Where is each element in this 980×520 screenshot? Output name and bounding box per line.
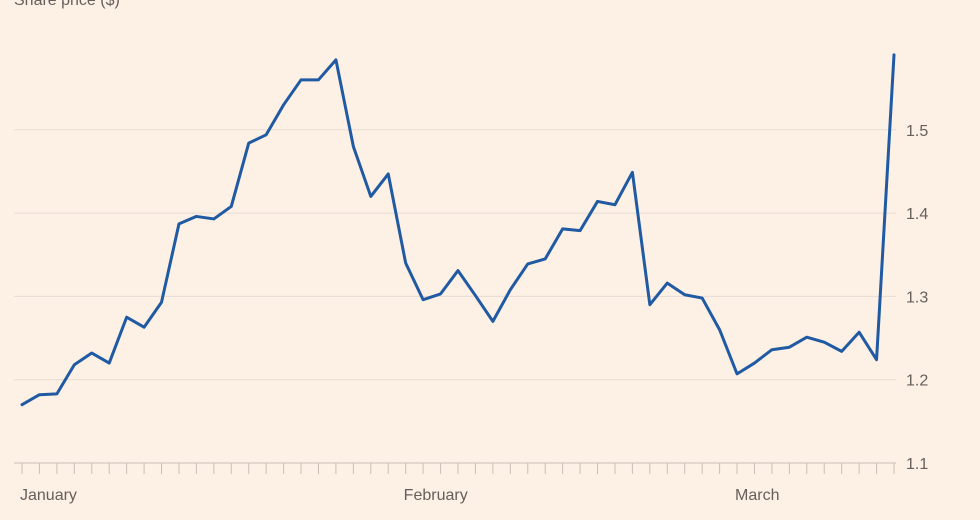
share-price-line [20,53,896,407]
chart-subtitle: Share price ($) [14,0,120,9]
x-axis-ticks [21,463,895,474]
x-axis-labels: January February March [20,487,779,504]
x-tick-label: January [20,487,77,504]
x-tick-label: February [404,487,468,504]
y-tick-label: 1.3 [906,289,928,306]
series-layer [20,53,896,407]
gridlines [14,129,896,464]
y-tick-label: 1.1 [906,456,928,473]
y-axis-labels: 1.1 1.2 1.3 1.4 1.5 [906,123,928,473]
x-tick-label: March [735,487,779,504]
y-tick-label: 1.5 [906,123,928,140]
y-tick-label: 1.2 [906,373,928,390]
y-tick-label: 1.4 [906,206,928,223]
